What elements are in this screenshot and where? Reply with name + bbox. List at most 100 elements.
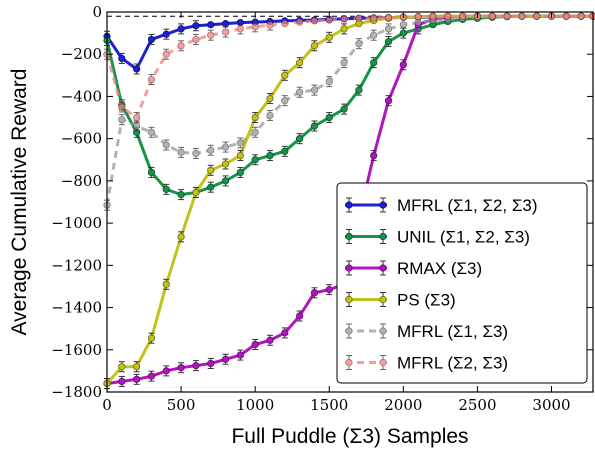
data-point xyxy=(147,168,156,177)
data-point xyxy=(251,340,259,349)
data-point xyxy=(384,97,393,105)
data-point xyxy=(266,21,274,29)
data-point xyxy=(370,151,378,160)
data-point xyxy=(355,86,363,94)
data-point xyxy=(370,59,378,67)
data-point xyxy=(192,362,200,370)
data-point xyxy=(414,18,422,27)
data-point xyxy=(577,12,585,20)
data-point xyxy=(207,166,215,174)
data-point xyxy=(147,334,156,342)
x-tick-label: 1500 xyxy=(310,396,348,414)
y-tick-label: −1600 xyxy=(51,341,102,359)
legend-marker xyxy=(379,232,387,241)
legend-marker xyxy=(345,295,353,304)
data-point xyxy=(118,377,126,386)
data-point xyxy=(281,20,289,28)
data-point xyxy=(266,336,274,344)
x-tick-label: 1000 xyxy=(236,396,274,414)
data-point xyxy=(162,50,170,58)
legend-marker xyxy=(345,201,353,209)
data-point xyxy=(236,168,244,177)
data-point xyxy=(118,363,126,371)
data-point xyxy=(281,71,289,79)
data-point xyxy=(340,25,348,33)
series-1 xyxy=(103,12,595,201)
legend-item-0 xyxy=(345,197,387,213)
data-point xyxy=(118,116,126,124)
data-point xyxy=(192,22,200,30)
data-point xyxy=(488,12,496,20)
data-point xyxy=(162,367,170,375)
data-point xyxy=(162,280,170,288)
data-point xyxy=(251,156,259,164)
data-point xyxy=(310,86,319,94)
data-point xyxy=(236,151,244,160)
data-point xyxy=(162,30,170,38)
plot-frame xyxy=(106,11,594,393)
data-point xyxy=(221,143,230,151)
data-point xyxy=(147,372,156,380)
data-point xyxy=(236,25,244,33)
data-point xyxy=(533,12,541,20)
data-point xyxy=(429,12,437,21)
data-point xyxy=(207,21,215,29)
y-tick-label: −600 xyxy=(61,130,102,148)
y-tick-label: 0 xyxy=(92,3,102,21)
data-point xyxy=(133,65,141,73)
series-0 xyxy=(103,12,595,75)
x-axis-label: Full Puddle (Σ3) Samples xyxy=(231,425,468,448)
data-point xyxy=(384,37,393,46)
series-line xyxy=(105,14,593,120)
y-tick-label: −1800 xyxy=(51,383,102,401)
legend-item-4 xyxy=(345,323,387,339)
data-point xyxy=(310,42,319,50)
data-point xyxy=(236,351,244,359)
data-point xyxy=(221,160,230,168)
data-point xyxy=(118,54,126,63)
data-point xyxy=(221,177,230,185)
data-point xyxy=(399,29,407,37)
data-point xyxy=(251,113,259,122)
legend-marker xyxy=(345,232,353,241)
x-tick-label: 2500 xyxy=(458,396,496,414)
data-point xyxy=(251,23,259,31)
data-point xyxy=(296,135,304,143)
legend-marker xyxy=(379,295,387,304)
legend-label: UNIL (Σ1, Σ2, Σ3) xyxy=(397,228,530,247)
legend-item-3 xyxy=(345,292,387,307)
data-point xyxy=(207,31,215,39)
data-point xyxy=(414,13,422,21)
data-point xyxy=(459,12,467,20)
data-point xyxy=(221,355,230,363)
data-point xyxy=(355,14,363,22)
y-tick-label: −800 xyxy=(61,172,102,190)
legend-item-1 xyxy=(345,229,387,244)
y-tick-label: −1200 xyxy=(51,256,102,274)
data-point xyxy=(266,151,274,160)
legend-marker xyxy=(345,358,353,367)
data-point xyxy=(296,18,304,26)
legend-label: MFRL (Σ1, Σ3) xyxy=(397,322,508,341)
data-point xyxy=(399,61,407,69)
legend-label: MFRL (Σ2, Σ3) xyxy=(397,354,508,373)
data-point xyxy=(562,12,570,20)
data-point xyxy=(325,78,333,86)
data-point xyxy=(384,25,393,33)
data-point xyxy=(399,21,407,29)
data-point xyxy=(147,75,156,84)
data-point xyxy=(296,59,304,67)
data-point xyxy=(281,97,289,105)
data-point xyxy=(503,12,511,20)
data-point xyxy=(370,14,378,22)
legend-marker xyxy=(379,201,387,209)
data-point xyxy=(177,42,185,50)
legend-label: RMAX (Σ3) xyxy=(397,259,482,278)
series-5 xyxy=(103,12,595,124)
data-point xyxy=(296,88,304,96)
data-point xyxy=(340,105,348,113)
data-point xyxy=(444,12,452,20)
legend-label: PS (Σ3) xyxy=(397,291,456,310)
data-point xyxy=(310,289,319,297)
